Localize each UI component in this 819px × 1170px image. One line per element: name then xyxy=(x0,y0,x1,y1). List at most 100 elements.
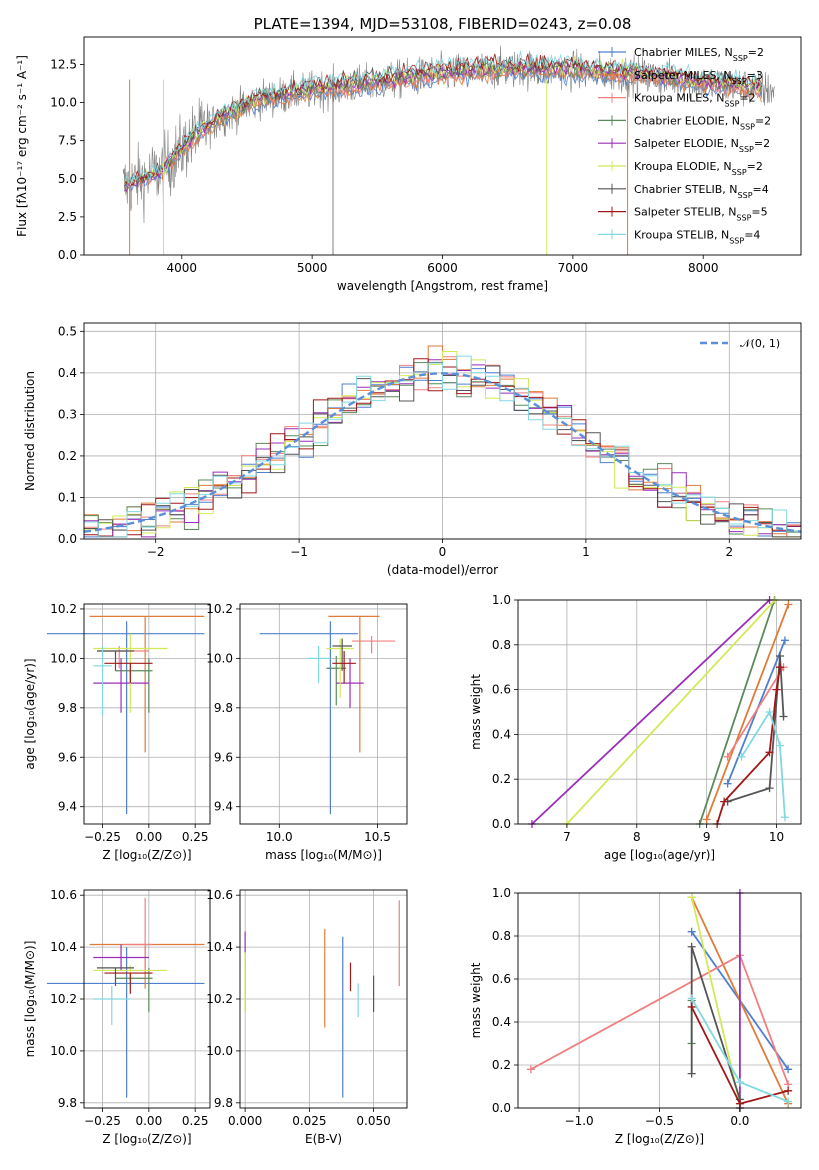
y-tick-label: 0.2 xyxy=(58,449,77,463)
grid-weight-vs-Z xyxy=(518,892,801,1109)
series-point-stelib_chabrier xyxy=(765,784,774,793)
x-tick-label: −0.25 xyxy=(84,1114,121,1128)
axes-weight-vs-age: 7 8 9 10 0.0 0.2 0.4 0.6 0.8 1.0 age [log₁₀(age/yr… xyxy=(469,593,802,862)
errorbar-miles_kroupa xyxy=(96,646,149,669)
y-tick-label: 9.4 xyxy=(58,800,77,814)
marks-residuals xyxy=(83,345,802,538)
errorbar-miles_salpeter xyxy=(89,943,205,989)
axes-frame xyxy=(239,603,408,825)
y-tick-label: 0.3 xyxy=(58,407,77,421)
series-line-elodie_kroupa xyxy=(566,599,776,825)
series-point-stelib_chabrier xyxy=(776,652,785,660)
axes-spectrum: 4000 5000 6000 7000 8000 0.0 2.5 5.0 7.5 10.0 12.5… xyxy=(15,15,802,293)
x-tick-label: 6000 xyxy=(427,261,458,275)
y-tick-label: 0.4 xyxy=(58,366,77,380)
y-tick-label: 10.2 xyxy=(206,992,233,1006)
x-tick-label: 5000 xyxy=(297,261,328,275)
model-spectrum-stelib_salpeter xyxy=(124,53,762,186)
errorbar-stelib_chabrier xyxy=(332,638,352,671)
axes-mass-vs-Z: −0.25 0.00 0.25 9.8 10.0 10.2 10.4 10.6 Z [log₁₀… xyxy=(23,888,211,1146)
y-tick-label: 1.0 xyxy=(492,886,511,900)
series-point-stelib_kroupa xyxy=(776,741,785,750)
y-tick-label: 9.8 xyxy=(214,701,233,715)
axes-age-vs-Z: −0.25 0.00 0.25 9.4 9.6 9.8 10.0 10.2 Z [log₁₀(Z… xyxy=(23,602,211,862)
x-tick-label: 0 xyxy=(439,545,447,559)
x-axis-label: mass [log₁₀(M/M⊙)] xyxy=(265,848,382,862)
errorbar-stelib_kroupa xyxy=(93,646,112,716)
series-line-elodie_chabrier xyxy=(698,599,776,825)
x-axis-label: Z [log₁₀(Z/Z⊙)] xyxy=(615,1132,704,1146)
series-point-stelib_salpeter xyxy=(772,685,781,694)
series-point-stelib_salpeter xyxy=(720,797,729,806)
y-axis-label: Normed distribution xyxy=(23,371,37,491)
x-tick-label: −2 xyxy=(147,545,165,559)
axes-residuals: −2 −1 0 1 2 0.0 0.1 0.2 0.3 0.4 0.5 (data-model)/er… xyxy=(23,322,802,577)
y-tick-label: 10.0 xyxy=(50,1044,77,1058)
x-tick-label: 7 xyxy=(563,830,571,844)
y-tick-label: 0.6 xyxy=(492,683,511,697)
y-tick-label: 9.8 xyxy=(58,1096,77,1110)
x-tick-label: 10.5 xyxy=(364,830,391,844)
x-tick-label: −1.0 xyxy=(565,1114,594,1128)
y-tick-label: 7.5 xyxy=(58,134,77,148)
x-tick-label: 7000 xyxy=(558,261,589,275)
y-axis-label: Flux [fλ10⁻¹⁷ erg cm⁻² s⁻¹ A⁻¹] xyxy=(15,55,29,237)
x-axis-label: age [log₁₀(age/yr)] xyxy=(604,848,715,862)
legend-entry: Kroupa STELIB, NSSP=4 xyxy=(634,228,760,245)
y-tick-label: 10.2 xyxy=(206,602,233,616)
legend-entry: Kroupa MILES, NSSP=2 xyxy=(634,92,756,109)
x-tick-label: 10.0 xyxy=(266,830,293,844)
series-line-stelib_chabrier xyxy=(727,655,785,803)
errorbar-miles_chabrier xyxy=(259,621,358,815)
y-tick-label: 9.6 xyxy=(58,750,77,764)
x-tick-label: 0.050 xyxy=(356,1114,390,1128)
series-point-stelib_salpeter xyxy=(765,748,774,757)
y-tick-label: 9.8 xyxy=(58,701,77,715)
panel-mass-vs-EBV: 0.000 0.025 0.050 9.8 10.0 10.2 10.4 10.6 E(B-V) xyxy=(206,888,408,1146)
marks-weight-vs-age xyxy=(527,596,793,828)
axes-weight-vs-Z: −1.0 −0.5 0.0 0.0 0.2 0.4 0.6 0.8 1.0 Z [log₁₀(Z/… xyxy=(469,886,802,1146)
panel-age-vs-mass: 10.0 10.5 9.4 9.6 9.8 10.0 10.2 mass [log₁₀(M/M… xyxy=(206,602,408,862)
series-point-stelib_chabrier xyxy=(687,942,696,951)
y-tick-label: 0.6 xyxy=(492,972,511,986)
errorbar-stelib_salpeter xyxy=(332,650,356,684)
x-tick-label: 8 xyxy=(633,830,641,844)
x-tick-label: 10 xyxy=(769,830,784,844)
panel-mass-vs-Z: −0.25 0.00 0.25 9.8 10.0 10.2 10.4 10.6 Z [log₁₀… xyxy=(23,888,211,1146)
series-point-miles_chabrier xyxy=(687,927,696,936)
marks-spectrum xyxy=(122,45,776,255)
x-tick-label: 4000 xyxy=(166,261,197,275)
spectrum-legend: Chabrier MILES, NSSP=2 Salpeter MILES, NS… xyxy=(598,46,771,245)
series-line-miles_salpeter xyxy=(705,604,790,820)
y-tick-label: 0.0 xyxy=(492,1101,511,1115)
legend-entry: Salpeter MILES, NSSP=3 xyxy=(634,69,763,86)
y-tick-label: 10.2 xyxy=(50,992,77,1006)
y-tick-label: 0.1 xyxy=(58,490,77,504)
legend-entry: Kroupa ELODIE, NSSP=2 xyxy=(634,160,763,177)
y-axis-label: mass [log₁₀(M/M⊙)] xyxy=(23,941,37,1058)
legend-entry: 𝒩(0, 1) xyxy=(740,337,780,350)
y-tick-label: 2.5 xyxy=(58,210,77,224)
series-point-stelib_salpeter xyxy=(776,663,785,672)
x-tick-label: 8000 xyxy=(688,261,719,275)
y-tick-label: 10.4 xyxy=(50,940,77,954)
panel-weight-vs-Z: −1.0 −0.5 0.0 0.0 0.2 0.4 0.6 0.8 1.0 Z [log₁₀(Z/… xyxy=(469,886,802,1146)
series-point-stelib_kroupa xyxy=(765,708,774,716)
histogram-stelib_kroupa xyxy=(84,355,801,538)
errorbar-elodie_salpeter xyxy=(336,658,364,708)
x-tick-label: 0.00 xyxy=(135,1114,162,1128)
grid-age-vs-mass xyxy=(240,604,407,824)
marks-mass-vs-Z xyxy=(46,897,205,1098)
y-axis-label: mass weight xyxy=(469,962,483,1038)
axes-mass-vs-EBV: 0.000 0.025 0.050 9.8 10.0 10.2 10.4 10.6 E(B-V) xyxy=(206,888,408,1146)
y-tick-label: 10.0 xyxy=(206,1044,233,1058)
legend-entry: Salpeter STELIB, NSSP=5 xyxy=(634,206,768,223)
y-tick-label: 10.0 xyxy=(50,96,77,110)
panel-weight-vs-age: 7 8 9 10 0.0 0.2 0.4 0.6 0.8 1.0 age [log₁₀(age/yr… xyxy=(469,593,802,862)
y-tick-label: 0.8 xyxy=(492,929,511,943)
errorbar-miles_chabrier xyxy=(46,621,205,815)
x-axis-label: E(B-V) xyxy=(305,1132,342,1146)
errorbar-elodie_chabrier xyxy=(115,658,153,713)
errorbar-miles_chabrier xyxy=(46,947,205,1098)
y-tick-label: 10.0 xyxy=(50,651,77,665)
